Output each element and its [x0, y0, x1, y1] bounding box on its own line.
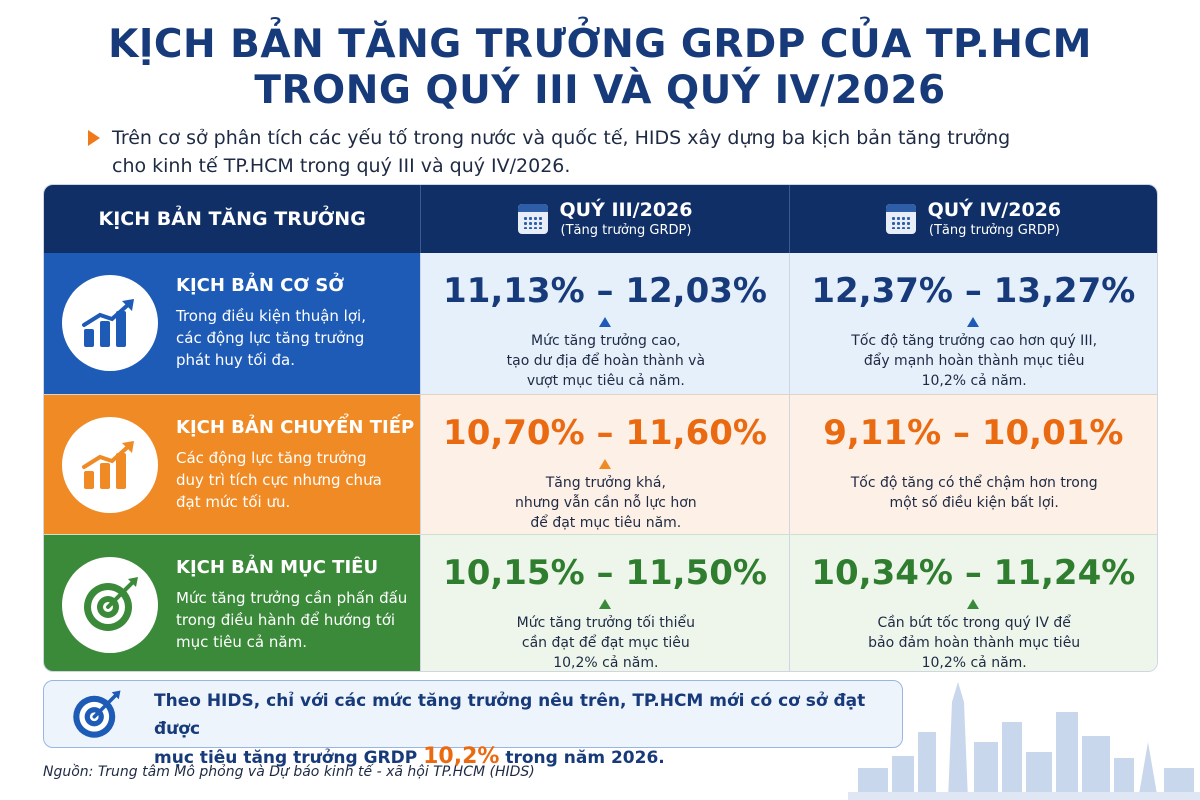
scenario-title-transition: KỊCH BẢN CHUYỂN TIẾP: [176, 417, 415, 438]
conclusion-text: Theo HIDS, chỉ với các mức tăng trưởng n…: [154, 687, 894, 772]
range-value: 9,11% – 10,01%: [823, 413, 1124, 453]
header-scenario: KỊCH BẢN TĂNG TRƯỞNG: [98, 208, 366, 230]
table-row-transition: KỊCH BẢN CHUYỂN TIẾP Các động lực tăng t…: [44, 394, 1157, 534]
cell-desc-line: 10,2% cả năm.: [553, 655, 659, 671]
range-value: 12,37% – 13,27%: [811, 271, 1136, 311]
page-title: KỊCH BẢN TĂNG TRƯỞNG GRDP CỦA TP.HCM TRO…: [0, 22, 1200, 114]
cell-desc-line: bảo đảm hoàn thành mục tiêu: [868, 635, 1081, 651]
scenario-label-transition: KỊCH BẢN CHUYỂN TIẾP Các động lực tăng t…: [44, 395, 421, 534]
cell-desc: Mức tăng trưởng cao, tạo dư địa để hoàn …: [451, 331, 760, 391]
cell-base-q3: 11,13% – 12,03% Mức tăng trưởng cao, tạo…: [420, 253, 789, 394]
scenario-desc-line: Các động lực tăng trưởng: [176, 449, 367, 467]
table-header: KỊCH BẢN TĂNG TRƯỞNG QUÝ III/2026 (Tăng …: [44, 185, 1157, 253]
scenario-table: KỊCH BẢN TĂNG TRƯỞNG QUÝ III/2026 (Tăng …: [43, 184, 1158, 672]
header-q4-sub: (Tăng trưởng GRDP): [928, 223, 1060, 238]
scenario-desc-line: mục tiêu cả năm.: [176, 633, 307, 651]
cell-desc-line: để đạt mục tiêu năm.: [530, 515, 682, 531]
cell-desc-line: một số điều kiện bất lợi.: [889, 495, 1059, 511]
target-icon: [62, 557, 158, 653]
header-q3-sub: (Tăng trưởng GRDP): [560, 223, 692, 238]
up-triangle-icon: [599, 599, 611, 609]
range-value: 11,13% – 12,03%: [443, 271, 767, 311]
range-value: 10,34% – 11,24%: [811, 553, 1136, 593]
scenario-desc-line: trong điều hành để hướng tới: [176, 611, 396, 629]
scenario-desc-target: Mức tăng trưởng cần phấn đấu trong điều …: [176, 587, 412, 653]
cell-desc-line: đẩy mạnh hoàn thành mục tiêu: [863, 353, 1085, 369]
conclusion-pre: mục tiêu tăng trưởng GRDP: [154, 748, 424, 768]
cell-desc: Mức tăng trưởng tối thiểu cần đạt để đạt…: [451, 613, 760, 671]
scenario-desc-base: Trong điều kiện thuận lợi, các động lực …: [176, 305, 412, 371]
cell-desc-line: Tốc độ tăng trưởng cao hơn quý III,: [851, 333, 1098, 349]
conclusion-line-2: mục tiêu tăng trưởng GRDP 10,2% trong nă…: [154, 743, 894, 772]
cell-desc-line: 10,2% cả năm.: [921, 655, 1027, 671]
intro-line-2: cho kinh tế TP.HCM trong quý III và quý …: [112, 155, 571, 177]
cell-desc-line: Tốc độ tăng có thể chậm hơn trong: [850, 475, 1098, 491]
cell-desc-line: Cần bứt tốc trong quý IV để: [877, 615, 1071, 631]
title-line-1: KỊCH BẢN TĂNG TRƯỞNG GRDP CỦA TP.HCM: [108, 22, 1092, 67]
cell-transition-q4: 9,11% – 10,01% Tốc độ tăng có thể chậm h…: [788, 395, 1157, 534]
cell-desc: Tốc độ tăng có thể chậm hơn trong một số…: [820, 473, 1129, 513]
cell-desc-line: 10,2% cả năm.: [921, 373, 1027, 389]
scenario-title-target: KỊCH BẢN MỤC TIÊU: [176, 557, 379, 578]
cell-desc: Cần bứt tốc trong quý IV để bảo đảm hoàn…: [820, 613, 1129, 671]
bullet-arrow-icon: [88, 130, 100, 146]
range-value: 10,15% – 11,50%: [443, 553, 767, 593]
scenario-desc-line: các động lực tăng trưởng: [176, 329, 365, 347]
scenario-desc-line: Mức tăng trưởng cần phấn đấu: [176, 589, 408, 607]
target-icon: [68, 687, 124, 747]
cell-desc-line: cần đạt để đạt mục tiêu: [521, 635, 690, 651]
header-q3-title: QUÝ III/2026: [559, 199, 693, 221]
bar-chart-growth-icon: [62, 275, 158, 371]
conclusion-line-1: Theo HIDS, chỉ với các mức tăng trưởng n…: [154, 691, 866, 739]
conclusion-box: Theo HIDS, chỉ với các mức tăng trưởng n…: [43, 680, 903, 769]
cell-desc: Tăng trưởng khá, nhưng vẫn cần nỗ lực hơ…: [451, 473, 760, 533]
conclusion-post: trong năm 2026.: [499, 748, 665, 768]
conclusion-highlight: 10,2%: [423, 744, 500, 769]
scenario-desc-line: duy trì tích cực nhưng chưa: [176, 471, 382, 489]
up-triangle-icon: [599, 317, 611, 327]
up-triangle-icon: [967, 599, 980, 609]
cell-desc-line: nhưng vẫn cần nỗ lực hơn: [514, 495, 697, 511]
cell-desc-line: vượt mục tiêu cả năm.: [526, 373, 685, 389]
cell-desc-line: Tăng trưởng khá,: [545, 475, 666, 491]
cell-desc: Tốc độ tăng trưởng cao hơn quý III, đẩy …: [820, 331, 1129, 391]
scenario-desc-transition: Các động lực tăng trưởng duy trì tích cự…: [176, 447, 412, 513]
intro-line-1: Trên cơ sở phân tích các yếu tố trong nư…: [112, 127, 1011, 149]
scenario-label-base: KỊCH BẢN CƠ SỞ Trong điều kiện thuận lợi…: [44, 253, 421, 394]
scenario-title-base: KỊCH BẢN CƠ SỞ: [176, 275, 345, 296]
header-q3: QUÝ III/2026 (Tăng trưởng GRDP): [420, 185, 788, 253]
cell-desc-line: Mức tăng trưởng tối thiểu: [516, 615, 696, 631]
bar-chart-growth-icon: [62, 417, 158, 513]
cell-desc-line: Mức tăng trưởng cao,: [531, 333, 681, 349]
city-skyline-image: [848, 682, 1200, 800]
up-triangle-icon: [599, 459, 611, 469]
table-row-base: KỊCH BẢN CƠ SỞ Trong điều kiện thuận lợi…: [44, 253, 1157, 394]
table-row-target: KỊCH BẢN MỤC TIÊU Mức tăng trưởng cần ph…: [44, 534, 1157, 671]
cell-target-q3: 10,15% – 11,50% Mức tăng trưởng tối thiể…: [420, 535, 789, 671]
calendar-icon: [885, 204, 916, 234]
scenario-desc-line: Trong điều kiện thuận lợi,: [176, 307, 366, 325]
range-value: 10,70% – 11,60%: [443, 413, 767, 453]
intro-text: Trên cơ sở phân tích các yếu tố trong nư…: [88, 124, 1088, 180]
source-note: Nguồn: Trung tâm Mô phỏng và Dự báo kinh…: [43, 764, 535, 780]
header-q4-title: QUÝ IV/2026: [927, 199, 1062, 221]
header-q4: QUÝ IV/2026 (Tăng trưởng GRDP): [788, 185, 1157, 253]
cell-desc-line: tạo dư địa để hoàn thành và: [506, 353, 706, 369]
scenario-desc-line: phát huy tối đa.: [176, 351, 296, 369]
cell-base-q4: 12,37% – 13,27% Tốc độ tăng trưởng cao h…: [788, 253, 1157, 394]
calendar-icon: [517, 204, 548, 234]
scenario-desc-line: đạt mức tối ưu.: [176, 493, 291, 511]
title-line-2: TRONG QUÝ III VÀ QUÝ IV/2026: [254, 68, 946, 113]
scenario-label-target: KỊCH BẢN MỤC TIÊU Mức tăng trưởng cần ph…: [44, 535, 421, 671]
up-triangle-icon: [967, 317, 980, 327]
cell-transition-q3: 10,70% – 11,60% Tăng trưởng khá, nhưng v…: [420, 395, 789, 534]
cell-target-q4: 10,34% – 11,24% Cần bứt tốc trong quý IV…: [788, 535, 1157, 671]
